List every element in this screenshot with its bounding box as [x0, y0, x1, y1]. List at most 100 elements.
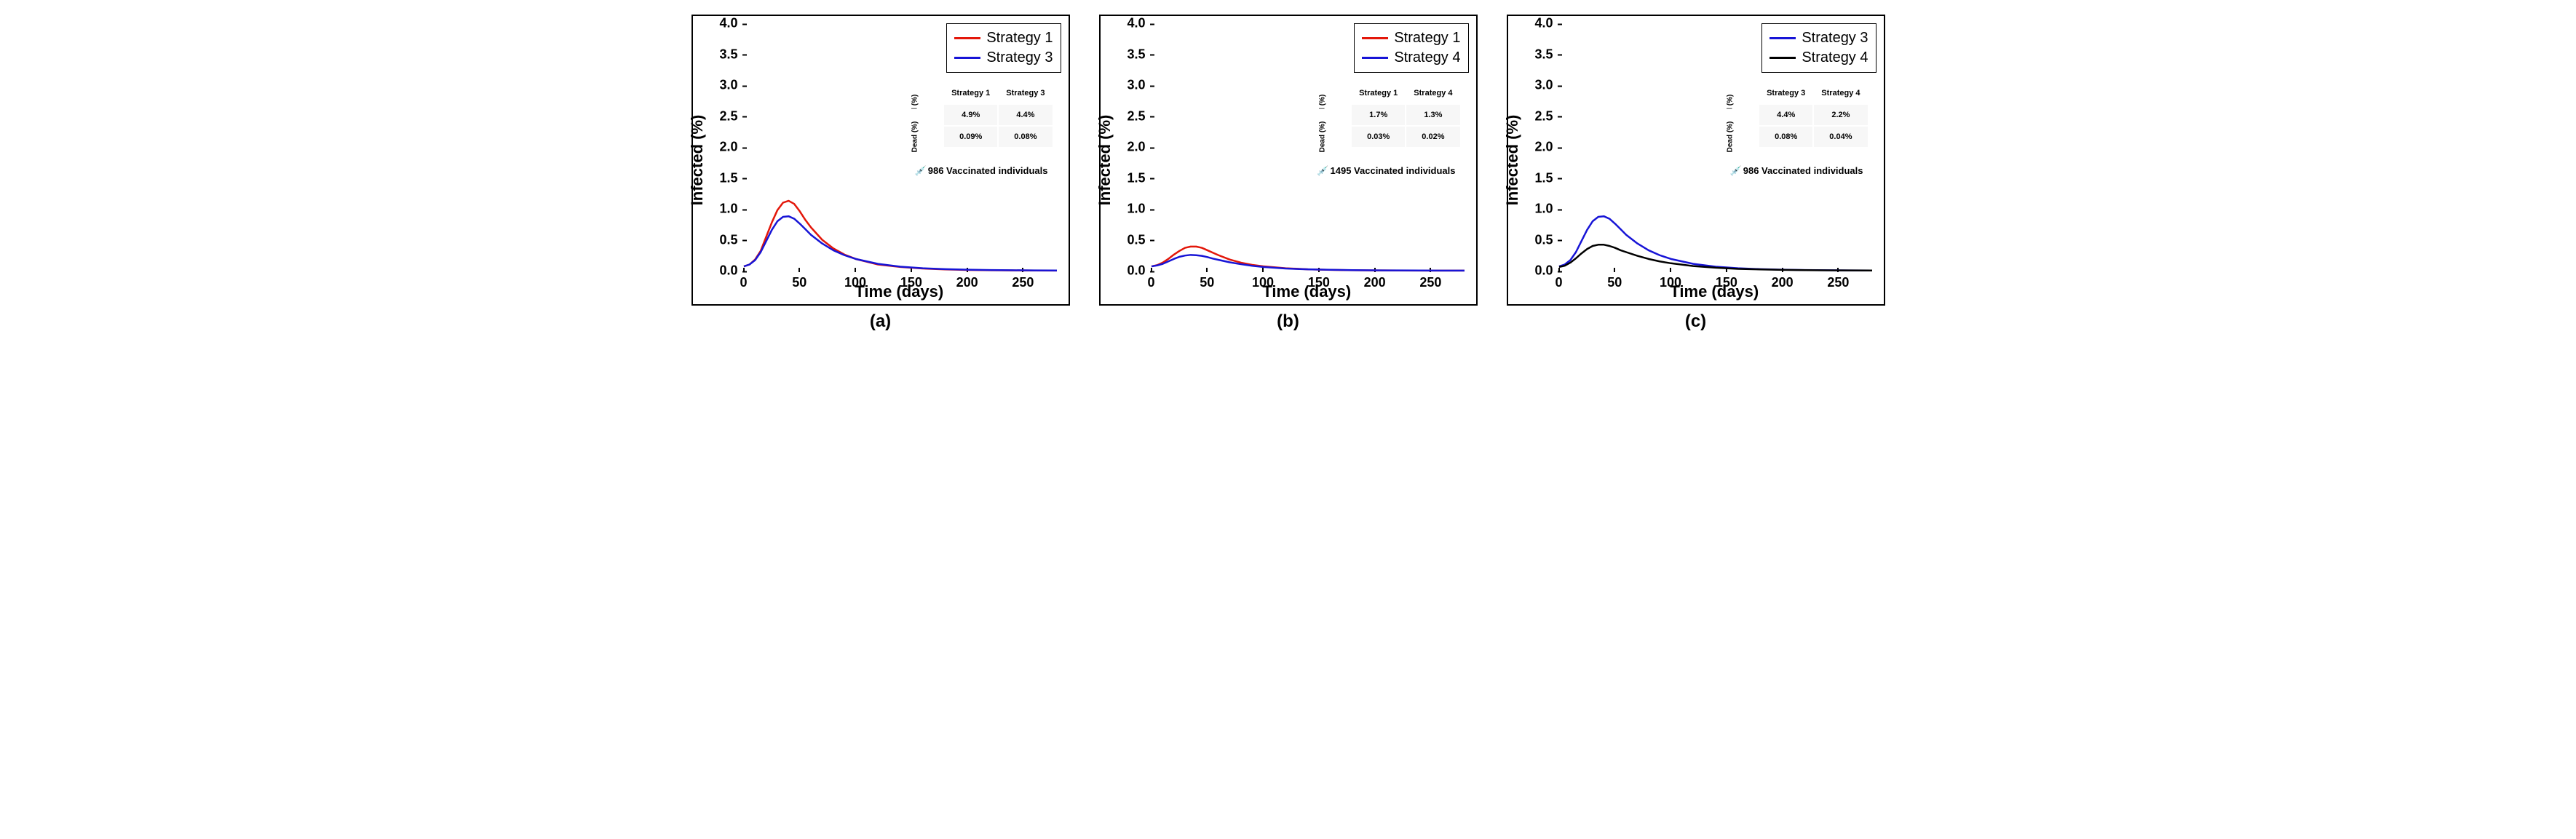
- legend: Strategy 1 Strategy 4: [1354, 23, 1468, 73]
- y-tick: 3.5: [719, 47, 742, 62]
- inset-cell: 2.2%: [1813, 104, 1868, 126]
- inset-col-header: Strategy 4: [1406, 82, 1460, 104]
- inset-cell: 0.09%: [943, 126, 998, 148]
- y-axis-label: Infected (%): [688, 115, 707, 206]
- y-tick: 0.0: [1534, 263, 1557, 279]
- series-line: [744, 201, 1057, 271]
- legend-label: Strategy 4: [1394, 49, 1460, 66]
- y-tick: 4.0: [719, 16, 742, 31]
- y-tick: 2.5: [719, 108, 742, 124]
- legend-item: Strategy 3: [954, 48, 1053, 68]
- chart-container: Infected (%)Time (days)0.00.51.01.52.02.…: [1507, 15, 1885, 306]
- y-tick: 0.0: [1127, 263, 1149, 279]
- inset-col-header: Strategy 1: [943, 82, 998, 104]
- legend: Strategy 3 Strategy 4: [1761, 23, 1876, 73]
- y-axis-label: Infected (%): [1095, 115, 1114, 206]
- series-line: [744, 216, 1057, 271]
- y-tick: 1.0: [719, 202, 742, 217]
- x-axis-label: Time (days): [1262, 282, 1351, 301]
- inset-row-label: Dead (%): [1719, 108, 1741, 166]
- inset-table: Strategy 1Strategy 4Infected (%)1.7%1.3%…: [1293, 81, 1461, 148]
- legend-label: Strategy 3: [1802, 30, 1868, 47]
- legend-item: Strategy 4: [1769, 48, 1868, 68]
- inset-col-header: Strategy 1: [1351, 82, 1406, 104]
- y-tick: 3.0: [1127, 78, 1149, 93]
- inset-cell: 0.04%: [1813, 126, 1868, 148]
- y-tick: 0.5: [1127, 232, 1149, 247]
- vaccinated-note: 💉1495 Vaccinated individuals: [1317, 165, 1455, 177]
- panel-caption: (c): [1685, 311, 1706, 332]
- inset-table: Strategy 1Strategy 3Infected (%)4.9%4.4%…: [885, 81, 1053, 148]
- panel-c: Infected (%)Time (days)0.00.51.01.52.02.…: [1507, 15, 1885, 332]
- x-tick: 250: [1419, 269, 1441, 290]
- panel-a: Infected (%) Time (days) 0.0 0.5 1.0 1.5 2.0 2.…: [691, 15, 1070, 332]
- x-tick: 150: [1716, 269, 1737, 290]
- legend-item: Strategy 1: [954, 28, 1053, 48]
- x-axis-label: Time (days): [855, 282, 943, 301]
- x-tick: 50: [1200, 269, 1214, 290]
- x-tick: 50: [1607, 269, 1622, 290]
- y-tick: 0.0: [719, 263, 742, 279]
- inset-row-label: Dead (%): [1312, 108, 1333, 166]
- vaccinated-note: 💉986 Vaccinated individuals: [1730, 165, 1863, 177]
- x-tick: 150: [900, 269, 922, 290]
- inset-cell: 0.08%: [998, 126, 1053, 148]
- series-line: [1559, 216, 1872, 271]
- legend-swatch: [1362, 57, 1388, 59]
- x-tick: 250: [1827, 269, 1849, 290]
- y-tick: 3.0: [719, 78, 742, 93]
- panel-caption: (b): [1277, 311, 1299, 332]
- y-tick: 3.5: [1127, 47, 1149, 62]
- legend-swatch: [1362, 37, 1388, 39]
- legend-label: Strategy 4: [1802, 49, 1868, 66]
- series-line: [1152, 247, 1465, 271]
- legend-item: Strategy 3: [1769, 28, 1868, 48]
- x-tick: 150: [1308, 269, 1330, 290]
- panel-caption: (a): [870, 311, 891, 332]
- inset-col-header: Strategy 3: [998, 82, 1053, 104]
- y-tick: 1.0: [1127, 202, 1149, 217]
- vaccinated-text: 986 Vaccinated individuals: [928, 165, 1048, 176]
- y-tick: 2.5: [1534, 108, 1557, 124]
- y-tick: 4.0: [1127, 16, 1149, 31]
- syringe-icon: 💉: [915, 165, 927, 176]
- x-tick: 100: [1660, 269, 1681, 290]
- vaccinated-text: 986 Vaccinated individuals: [1743, 165, 1863, 176]
- legend: Strategy 1Strategy 3: [946, 23, 1061, 73]
- x-axis-label: Time (days): [1670, 282, 1759, 301]
- x-tick: 200: [1364, 269, 1386, 290]
- chart-container: Infected (%) Time (days) 0.0 0.5 1.0 1.5 2.0 2.…: [691, 15, 1070, 306]
- chart-container: Infected (%)Time (days)0.00.51.01.52.02.…: [1099, 15, 1478, 306]
- inset-cell: 0.08%: [1759, 126, 1813, 148]
- inset-cell: 4.9%: [943, 104, 998, 126]
- legend-item: Strategy 4: [1362, 48, 1460, 68]
- y-tick: 1.0: [1534, 202, 1557, 217]
- y-tick: 2.0: [1127, 140, 1149, 155]
- vaccinated-text: 1495 Vaccinated individuals: [1331, 165, 1456, 176]
- inset-col-header: Strategy 4: [1813, 82, 1868, 104]
- y-tick: 4.0: [1534, 16, 1557, 31]
- y-tick: 2.0: [719, 140, 742, 155]
- inset-cell: 0.03%: [1351, 126, 1406, 148]
- legend-swatch: [1769, 37, 1796, 39]
- x-tick: 0: [1555, 269, 1562, 290]
- inset-cell: 1.3%: [1406, 104, 1460, 126]
- figure-row: Infected (%) Time (days) 0.0 0.5 1.0 1.5 2.0 2.…: [15, 15, 2561, 332]
- legend-label: Strategy 1: [1394, 30, 1460, 47]
- x-tick: 250: [1012, 269, 1034, 290]
- x-tick: 200: [1772, 269, 1794, 290]
- panel-b: Infected (%)Time (days)0.00.51.01.52.02.…: [1099, 15, 1478, 332]
- legend-swatch: [954, 37, 980, 39]
- y-tick: 1.5: [719, 170, 742, 186]
- y-tick: 0.5: [719, 232, 742, 247]
- inset-cell: 4.4%: [998, 104, 1053, 126]
- y-tick: 1.5: [1534, 170, 1557, 186]
- legend-swatch: [1769, 57, 1796, 59]
- x-tick: 200: [956, 269, 978, 290]
- inset-cell: 4.4%: [1759, 104, 1813, 126]
- y-tick: 3.5: [1534, 47, 1557, 62]
- syringe-icon: 💉: [1730, 165, 1742, 176]
- y-axis-label: Infected (%): [1503, 115, 1522, 206]
- x-tick: 100: [1252, 269, 1274, 290]
- legend-label: Strategy 3: [986, 49, 1053, 66]
